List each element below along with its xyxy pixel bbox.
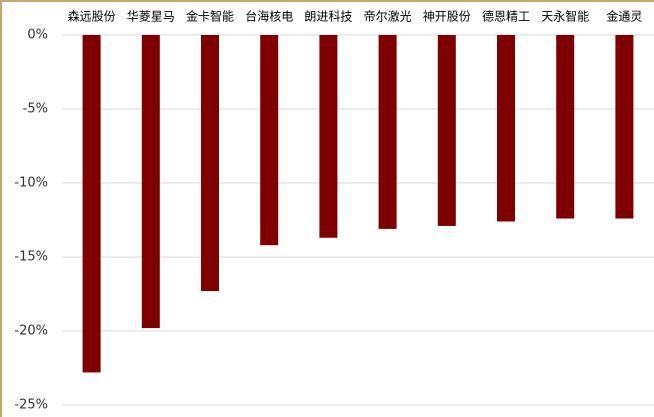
bar xyxy=(378,35,397,229)
y-tick-label: -10% xyxy=(14,176,48,191)
x-tick-label: 森远股份 xyxy=(68,9,116,24)
x-tick-label: 天永智能 xyxy=(541,9,589,24)
y-tick-label: 0% xyxy=(27,28,48,43)
x-tick-label: 华菱星马 xyxy=(127,10,175,24)
bar xyxy=(319,35,338,238)
bar xyxy=(260,35,279,246)
x-tick-label: 台海核电 xyxy=(245,9,293,24)
x-tick-label: 朗进科技 xyxy=(304,10,352,24)
x-tick-label: 帝尔激光 xyxy=(364,9,412,24)
x-tick-label: 德恩精工 xyxy=(482,9,530,24)
bar xyxy=(497,35,515,222)
x-tick-label: 神开股份 xyxy=(423,10,471,24)
bar xyxy=(82,35,101,373)
y-tick-label: -25% xyxy=(14,398,48,413)
x-tick-label: 金通灵 xyxy=(606,9,642,24)
y-tick-label: -15% xyxy=(14,250,48,265)
y-tick-label: -5% xyxy=(23,102,48,117)
y-tick-label: -20% xyxy=(14,324,48,339)
bar xyxy=(615,35,634,219)
bar xyxy=(141,35,160,329)
bar xyxy=(201,35,219,292)
bar xyxy=(437,35,456,226)
x-tick-label: 金卡智能 xyxy=(186,9,234,24)
bar xyxy=(556,35,575,219)
